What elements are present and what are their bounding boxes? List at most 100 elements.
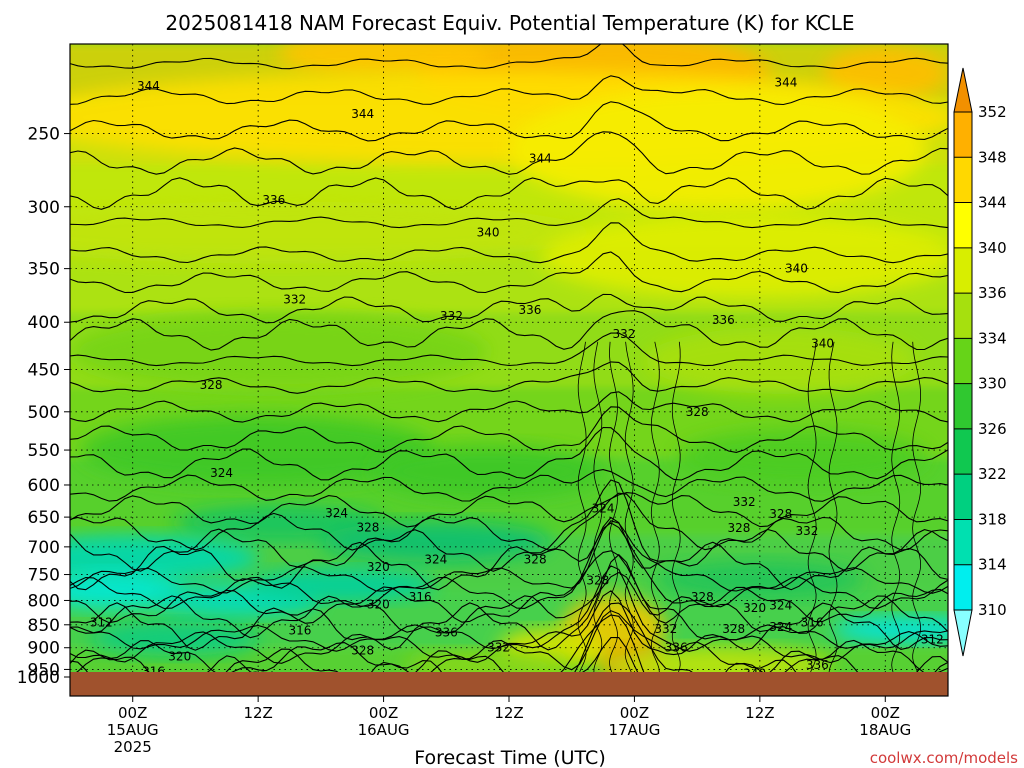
colorbar-min-arrow — [953, 609, 973, 657]
y-tick-label: 700 — [28, 538, 60, 558]
colorbar-segment — [954, 564, 972, 610]
contour-label: 332 — [654, 622, 677, 636]
colorbar-tick-label: 334 — [978, 329, 1007, 347]
y-tick-label: 450 — [28, 361, 60, 381]
contour-streak — [593, 341, 603, 672]
contour-line — [70, 602, 948, 672]
y-tick-label: 650 — [28, 508, 60, 528]
field-blob — [279, 44, 489, 78]
contour-label: 328 — [356, 520, 379, 534]
contour-label: 344 — [351, 107, 374, 121]
contour-label: 324 — [424, 552, 447, 566]
contour-line — [70, 469, 948, 502]
contour-line — [70, 590, 948, 664]
field-blob — [320, 520, 551, 562]
contour-label: 324 — [210, 466, 233, 480]
contour-label: 328 — [686, 405, 709, 419]
contour-label: 340 — [811, 337, 834, 351]
colorbar-tick-label: 336 — [978, 284, 1007, 302]
colorbar-segment — [954, 247, 972, 294]
gridlines — [70, 44, 948, 672]
contour-label: 332 — [795, 524, 818, 538]
colorbar-tick-label: 348 — [978, 148, 1007, 166]
x-tick-label: 00Z — [871, 704, 900, 722]
contour-label: 328 — [722, 622, 745, 636]
y-tick-label: 250 — [28, 125, 60, 145]
contour-label: 332 — [613, 327, 636, 341]
field-blob — [70, 201, 593, 264]
contour-label: 328 — [524, 552, 547, 566]
contour-line — [70, 198, 948, 229]
colorbar-segment — [954, 383, 972, 429]
contour-label: 336 — [518, 303, 541, 317]
contour-label: 324 — [769, 620, 792, 634]
contour-line — [70, 522, 948, 610]
contour-line — [70, 131, 948, 175]
field-blob — [644, 327, 917, 394]
field-blob — [676, 429, 928, 485]
field-blob — [70, 535, 259, 581]
colorbar-max-arrow — [953, 67, 973, 113]
contour-line — [70, 101, 948, 142]
y-tick-label: 300 — [28, 198, 60, 218]
x-tick-label: 18AUG — [859, 721, 911, 739]
plot-area: 344 344 344 344 336 340 340 332 332 336 332 336 340 3… — [70, 44, 948, 684]
contour-label: 336 — [806, 658, 829, 672]
contour-label: 344 — [137, 79, 160, 93]
contour-line — [70, 332, 948, 367]
x-tick-label: 16AUG — [358, 721, 410, 739]
contour-line — [70, 293, 948, 324]
contour-label: 328 — [200, 378, 223, 392]
contour-label: 320 — [367, 597, 390, 611]
contour-label: 336 — [262, 193, 285, 207]
y-axis: 250 300 350 400 450 500 550 600 650 700 750 800 850 9… — [17, 125, 70, 688]
contour-line — [70, 222, 948, 264]
contour-label: 328 — [586, 573, 609, 587]
y-tick-label: 600 — [28, 476, 60, 496]
colorbar-segment — [954, 428, 972, 475]
contour-line — [70, 361, 948, 394]
contour-line — [70, 44, 948, 70]
colorbar-tick-label: 340 — [978, 239, 1007, 257]
contour-lines — [70, 44, 948, 672]
field-blob — [603, 646, 833, 672]
contour-line — [70, 614, 948, 672]
colorbar-segment — [954, 202, 972, 248]
x-tick-label: 12Z — [243, 704, 272, 722]
colorbar-tick-label: 314 — [978, 556, 1007, 574]
y-tick-label: 550 — [28, 441, 60, 461]
contour-label: 316 — [288, 623, 311, 637]
field-blob — [70, 312, 489, 390]
contour-label: 312 — [921, 633, 944, 647]
contour-label: 332 — [487, 640, 510, 654]
contour-label: 312 — [90, 615, 113, 629]
contour-streak — [807, 341, 817, 672]
contour-streak — [671, 341, 681, 672]
contour-line — [70, 520, 948, 594]
field-blob — [822, 46, 948, 100]
x-tick-label: 15AUG — [107, 721, 159, 739]
y-tick-label: 350 — [28, 260, 60, 280]
x-tick-label: 12Z — [745, 704, 774, 722]
contour-line — [70, 492, 948, 528]
contour-label: 324 — [769, 598, 792, 612]
colorbar: 310 314 318 322 326 330 334 336 340 344 348 352 — [953, 67, 1007, 657]
x-tick-label: 17AUG — [608, 721, 660, 739]
contour-streak — [912, 341, 922, 672]
contour-line — [70, 516, 948, 591]
y-tick-label: 750 — [28, 566, 60, 586]
contour-label: 336 — [712, 313, 735, 327]
contour-label: 328 — [727, 521, 750, 535]
contour-label: 316 — [142, 665, 165, 679]
contour-label: 332 — [733, 495, 756, 509]
contour-streak — [828, 341, 838, 672]
contour-label: 324 — [252, 670, 275, 684]
contour-line — [70, 492, 948, 551]
contour-label: 340 — [477, 226, 500, 240]
x-tick-label: 00Z — [118, 704, 147, 722]
y-tick-label: 800 — [28, 591, 60, 611]
colorbar-segment — [954, 293, 972, 339]
contour-streak — [650, 341, 660, 672]
y-tick-label: 850 — [28, 616, 60, 636]
